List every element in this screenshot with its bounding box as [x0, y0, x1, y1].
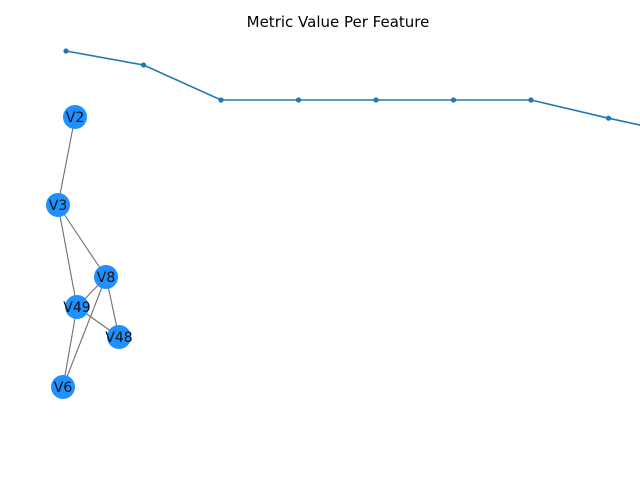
network-node — [65, 295, 89, 319]
data-point — [295, 97, 302, 103]
network-node-label: V8 — [97, 270, 115, 286]
network-node — [94, 265, 118, 289]
network-edge — [57, 116, 76, 206]
network-graph: V2 V3 V8 V49 V48 V6 — [46, 105, 133, 399]
data-point — [450, 97, 457, 103]
network-node-label: V3 — [49, 198, 67, 214]
network-node — [51, 375, 75, 399]
series-line — [65, 50, 640, 126]
network-node — [63, 105, 87, 129]
data-point — [63, 48, 69, 54]
data-point — [218, 97, 224, 103]
network-edge — [57, 204, 78, 308]
network-edge — [62, 306, 78, 388]
network-node — [46, 193, 70, 217]
data-point — [528, 97, 534, 103]
network-edge — [57, 204, 107, 278]
network-node-label: V49 — [63, 300, 90, 316]
data-point — [140, 62, 147, 68]
data-point — [605, 115, 612, 121]
network-node-label: V2 — [66, 110, 84, 126]
network-node — [107, 325, 131, 349]
network-edge — [62, 276, 107, 388]
line-series — [63, 48, 640, 126]
network-node-label: V48 — [105, 330, 132, 346]
data-point — [373, 97, 379, 103]
chart-title: Metric Value Per Feature — [247, 13, 430, 31]
network-node-label: V6 — [54, 380, 73, 396]
